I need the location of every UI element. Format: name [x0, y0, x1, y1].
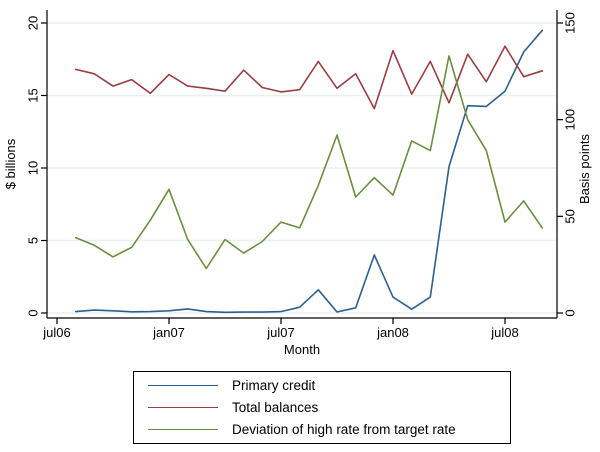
right-axis-tick-label-100: 100 [562, 109, 577, 131]
left-axis-tick-label-15: 15 [25, 88, 40, 102]
right-axis-title: Basis points [577, 133, 592, 204]
left-axis-tick-label-0: 0 [25, 309, 40, 316]
x-axis-tick-label-jan08: jan08 [376, 325, 409, 340]
legend-label-deviation: Deviation of high rate from target rate [232, 422, 456, 438]
legend-line-sample-primary-credit [148, 384, 218, 386]
series-line-deviation-of-high-rate-from-target-rate [74, 55, 544, 270]
left-axis-tick-label-5: 5 [25, 237, 40, 244]
left-axis-title: $ billions [3, 138, 18, 189]
legend-item-deviation: Deviation of high rate from target rate [134, 419, 510, 441]
legend-line-sample-total-balances [148, 406, 218, 408]
legend-label-total-balances: Total balances [232, 399, 319, 415]
series-line-primary-credit [74, 29, 544, 314]
legend-item-total-balances: Total balances [134, 396, 510, 418]
left-axis-tick-label-20: 20 [25, 16, 40, 30]
legend-label-primary-credit: Primary credit [232, 377, 316, 393]
right-axis-tick-label-150: 150 [562, 12, 577, 34]
series-line-total-balances [74, 45, 544, 110]
x-axis-tick-label-jul06: jul06 [42, 325, 70, 340]
x-axis-tick-label-jul07: jul07 [266, 325, 294, 340]
x-axis-title: Month [284, 342, 320, 357]
legend-line-sample-deviation [148, 429, 218, 431]
legend-item-primary-credit: Primary credit [134, 374, 510, 396]
x-axis-tick-label-jan07: jan07 [152, 325, 185, 340]
x-axis-tick-label-jul08: jul08 [490, 325, 518, 340]
left-axis-tick-label-10: 10 [25, 161, 40, 175]
legend: Primary credit Total balances Deviation … [133, 371, 511, 444]
right-axis-tick-label-0: 0 [562, 309, 577, 316]
right-axis-tick-label-50: 50 [562, 209, 577, 223]
